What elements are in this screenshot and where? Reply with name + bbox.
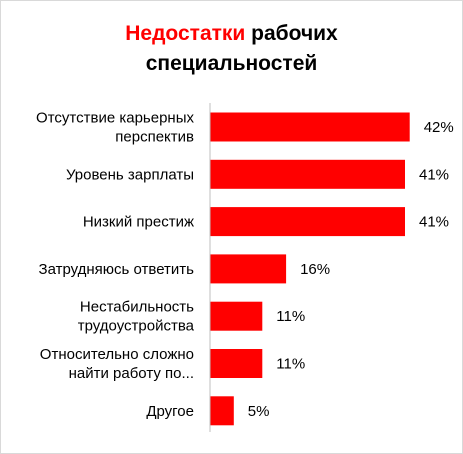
chart-title-accent: Недостатки [125,22,246,45]
bar [210,349,263,378]
chart-title: Недостатки рабочих специальностей [1,19,462,79]
bar [210,396,234,426]
data-label: 41% [419,166,449,183]
data-label: 11% [276,308,305,325]
data-label: 41% [419,214,449,231]
data-label: 11% [276,356,305,373]
bar [210,254,287,284]
chart-title-rest: рабочих [245,22,338,45]
bar [210,112,410,142]
category-label: Другое [146,403,194,420]
bar [210,301,263,331]
bar [210,159,405,189]
category-label: Затрудняюсь ответить [39,261,195,278]
category-label: Уровень зарплаты [66,166,194,183]
data-label: 5% [248,403,270,420]
category-label: Относительно сложно найти работу по... [40,346,194,382]
category-label: Отсутствие карьерных перспектив [36,110,194,146]
category-label: Низкий престиж [83,214,194,231]
chart-title-line2: специальностей [145,52,318,75]
category-label: Нестабильность трудоустройства [78,299,195,335]
bar [210,207,405,237]
data-label: 42% [424,119,454,136]
data-label: 16% [300,261,330,278]
